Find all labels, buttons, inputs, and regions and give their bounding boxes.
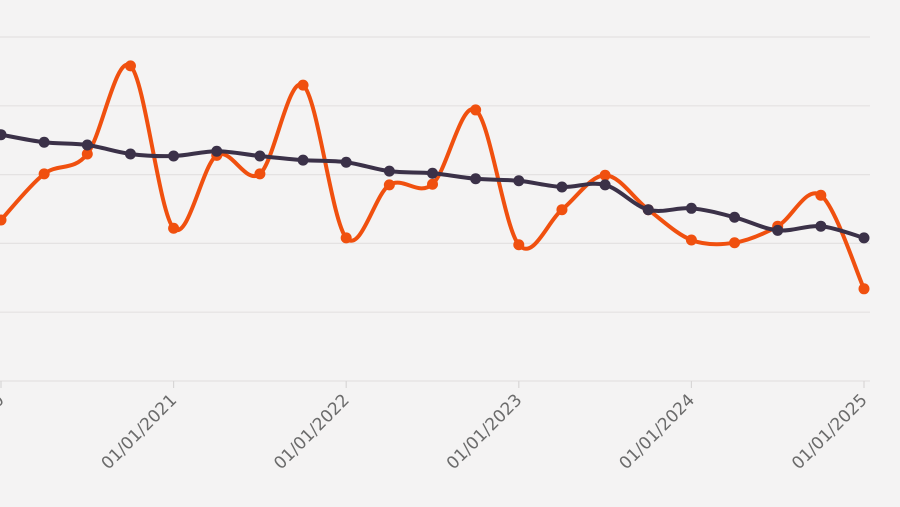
data-point (340, 232, 352, 244)
data-point (297, 154, 309, 166)
data-point (858, 283, 870, 295)
data-point (729, 237, 741, 249)
x-tick-label: 01/01/2022 (270, 390, 353, 473)
data-point (642, 204, 654, 216)
x-tick-label: 01/01/2021 (98, 390, 181, 473)
x-tick-label: 01/01/2024 (616, 390, 699, 473)
data-point (513, 239, 525, 251)
data-point (168, 150, 180, 162)
data-point (340, 156, 352, 168)
data-point (599, 179, 611, 191)
data-point (427, 167, 438, 179)
data-point (815, 189, 827, 201)
data-point (254, 150, 266, 162)
data-point (0, 129, 7, 141)
data-point (254, 168, 266, 180)
data-point (38, 136, 50, 148)
data-point (815, 220, 827, 232)
x-tick-label: 01/01/2025 (788, 390, 871, 473)
data-point (0, 214, 7, 226)
data-point (858, 232, 870, 244)
x-tick-label: 01/01/2023 (443, 390, 526, 473)
data-point (124, 148, 136, 160)
x-tick-label: 01/01/2020 (0, 390, 9, 473)
data-point (211, 145, 223, 157)
data-point (556, 204, 568, 216)
data-point (383, 179, 395, 191)
data-point (38, 168, 50, 180)
data-point (168, 222, 180, 234)
data-point (81, 139, 93, 151)
data-point (599, 169, 611, 181)
data-point (297, 79, 309, 91)
data-point (470, 104, 482, 116)
data-point (81, 148, 93, 160)
data-point (772, 224, 784, 236)
data-point (383, 165, 395, 177)
data-point (470, 173, 482, 185)
data-point (556, 181, 568, 193)
series-line (0, 62, 866, 290)
data-point (427, 178, 438, 190)
data-point (729, 211, 741, 223)
data-point (685, 202, 697, 214)
data-point (124, 60, 136, 72)
data-point (685, 234, 697, 246)
data-point (513, 175, 525, 187)
